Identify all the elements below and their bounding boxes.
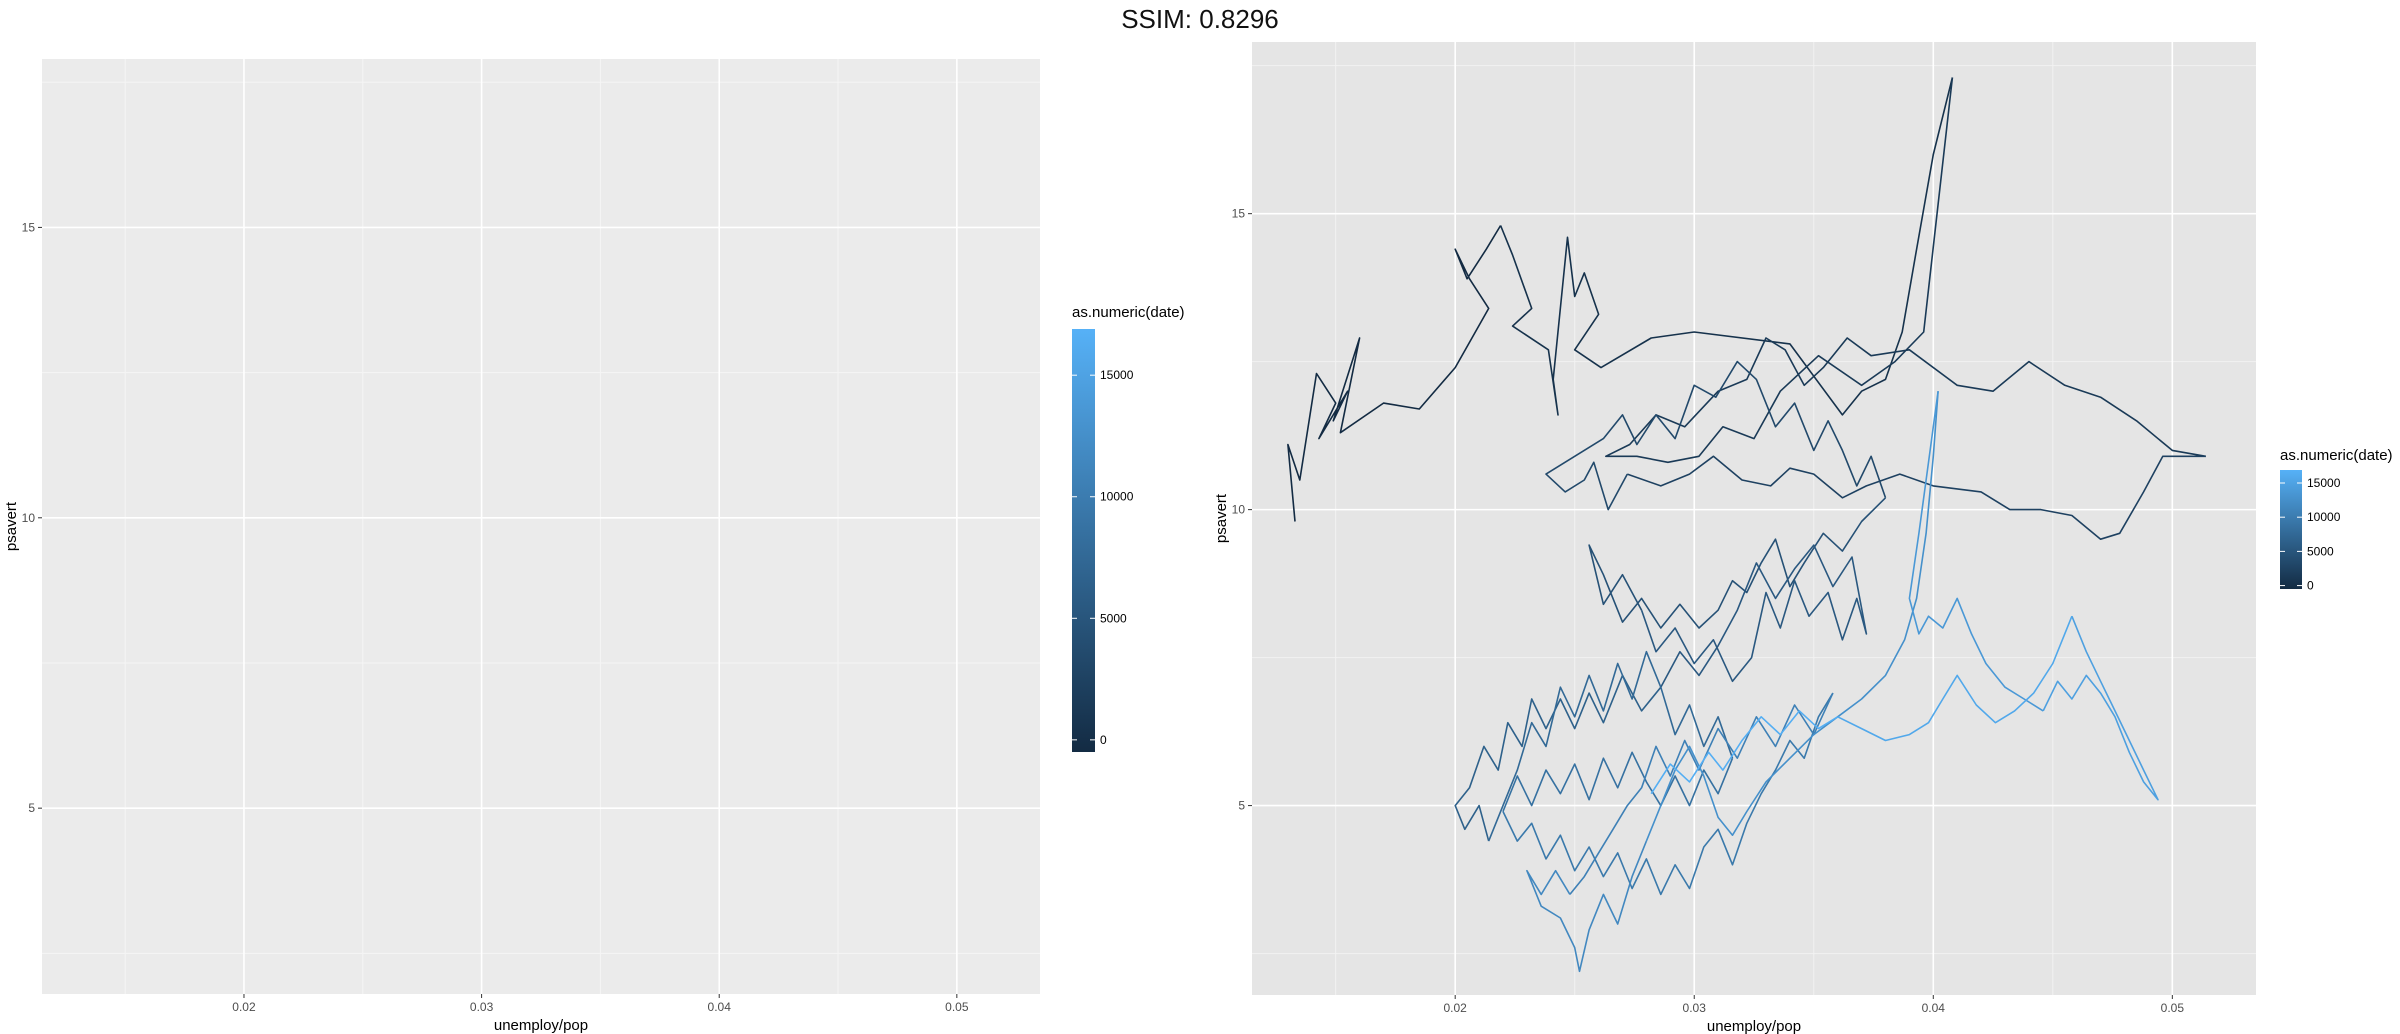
x-tick-label: 0.04: [1922, 1001, 1946, 1015]
data-line-segment: [1640, 544, 1868, 688]
legend-title: as.numeric(date): [2280, 447, 2393, 464]
data-line-segment: [1487, 650, 1734, 842]
colorbar-legend: as.numeric(date) 0 5000 10000 15000: [2280, 447, 2393, 593]
y-tick-label: 10: [1232, 503, 1246, 517]
y-tick-label: 5: [28, 801, 35, 815]
data-line-segment: [1627, 455, 2206, 540]
colorbar: [1072, 329, 1095, 752]
y-tick-label: 10: [22, 511, 36, 525]
y-tick-label: 15: [22, 220, 36, 234]
x-tick-label: 0.02: [1444, 1001, 1468, 1015]
colorbar-tick-label: 10000: [2307, 510, 2341, 524]
data-line-segment: [1605, 77, 2206, 464]
data-line-segment: [1502, 692, 1834, 896]
data-line-segment: [1287, 225, 1502, 522]
x-tick-label: 0.04: [708, 1000, 732, 1014]
y-tick-label: 15: [1232, 207, 1246, 221]
data-line-segment: [1650, 710, 1839, 795]
x-tick-label: 0.03: [470, 1000, 494, 1014]
plot-background: [42, 59, 1040, 994]
data-line-segment: [1837, 615, 2073, 742]
data-line-segment: [2042, 615, 2159, 801]
colorbar-tick-label: 0: [1100, 733, 1107, 747]
x-axis-label: unemploy/pop: [1707, 1018, 1801, 1034]
data-line-segment: [1454, 674, 1662, 842]
data-line-segment: [1908, 391, 2044, 712]
data-line-segment: [1502, 751, 1734, 812]
x-tick-label: 0.05: [945, 1000, 969, 1014]
data-line-segment: [1526, 840, 1648, 973]
x-tick-label: 0.05: [2161, 1001, 2185, 1015]
data-line-segment: [1545, 360, 1887, 511]
y-tick-label: 5: [1238, 799, 1245, 813]
colorbar: [2280, 470, 2302, 589]
x-tick-label: 0.02: [232, 1000, 256, 1014]
colorbar-tick-label: 15000: [2307, 476, 2341, 490]
left-plot-panel: 0.02 0.03 0.04 0.05 5 10 15 unemploy/pop psavert…: [3, 59, 1185, 1034]
y-axis-label: psavert: [1213, 493, 1230, 543]
colorbar-tick-label: 5000: [1100, 611, 1127, 625]
colorbar-tick-label: 0: [2307, 579, 2314, 593]
colorbar-legend: as.numeric(date) 0 5000 10000 15000: [1072, 304, 1185, 752]
y-axis-label: psavert: [3, 501, 20, 551]
data-line-segment: [1588, 497, 1887, 629]
data-line-segment: [1645, 391, 1939, 842]
x-axis-label: unemploy/pop: [494, 1017, 588, 1034]
colorbar-tick-label: 15000: [1100, 368, 1134, 382]
legend-title: as.numeric(date): [1072, 304, 1185, 321]
x-tick-label: 0.03: [1683, 1001, 1707, 1015]
colorbar-tick-label: 10000: [1100, 490, 1134, 504]
right-plot-panel: 0.02 0.03 0.04 0.05 5 10 15 unemploy/pop psavert…: [1213, 42, 2393, 1034]
figure-title: SSIM: 0.8296: [1121, 4, 1279, 34]
plot-background: [1252, 42, 2256, 995]
colorbar-tick-label: 5000: [2307, 544, 2334, 558]
